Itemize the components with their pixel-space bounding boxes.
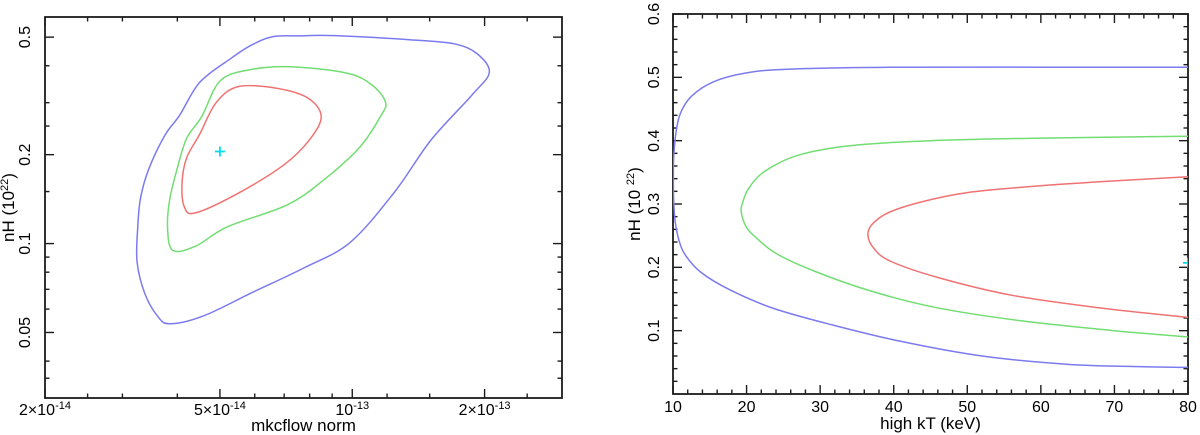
y-tick-label: 0.4 — [646, 129, 663, 151]
x-tick-label: 10 — [664, 399, 682, 416]
contour-lines — [135, 34, 491, 325]
plot-frame — [44, 16, 563, 399]
x-tick-label: 2×10-14 — [19, 400, 71, 419]
x-tick-label: 40 — [885, 399, 903, 416]
x-axis-label: high kT (keV) — [880, 414, 981, 433]
x-tick-label: 20 — [738, 399, 756, 416]
y-tick-label: 0.1 — [646, 319, 663, 341]
plot-frame — [672, 13, 1189, 395]
right-panel: 10 20 30 40 50 60 70 80 0.1 0.2 0.3 0.4 0.5 0.6 high k… — [625, 3, 1197, 433]
best-fit-marker — [214, 146, 225, 157]
y-axis-label: nH (10 22) — [625, 167, 644, 241]
y-tick-label: 0.2 — [646, 256, 663, 278]
y-tick-label: 0.05 — [17, 317, 34, 348]
x-tick-label: 80 — [1179, 399, 1197, 416]
outer-confidence-contour — [673, 66, 1188, 369]
y-tick-label: 0.6 — [646, 3, 663, 25]
middle-confidence-contour — [166, 65, 387, 253]
middle-confidence-contour — [740, 135, 1188, 338]
y-tick-label: 0.5 — [17, 26, 34, 48]
x-tick-label: 70 — [1106, 399, 1124, 416]
x-tick-label: 10-13 — [335, 400, 369, 419]
y-tick-label: 0.3 — [646, 193, 663, 215]
x-tick-label: 60 — [1032, 399, 1050, 416]
x-tick-label: 50 — [958, 399, 976, 416]
x-tick-label: 5×10-14 — [194, 400, 246, 419]
y-tick-label: 0.2 — [17, 143, 34, 165]
y-tick-label: 0.5 — [646, 66, 663, 88]
outer-confidence-contour — [135, 34, 491, 325]
contour-lines — [673, 66, 1188, 369]
inner-confidence-contour — [181, 84, 322, 215]
x-tick-label: 30 — [811, 399, 829, 416]
x-tick-label: 2×10-13 — [459, 400, 511, 419]
y-tick-label: 0.1 — [17, 232, 34, 254]
inner-confidence-contour — [867, 176, 1188, 319]
left-panel: 2×10-14 5×10-14 10-13 2×10-13 0.5 0.2 0.1 0.05 m… — [0, 16, 563, 435]
best-fit-marker — [1183, 257, 1188, 268]
x-axis-label: mkcflow norm — [251, 416, 356, 435]
y-axis-label: nH (1022) — [0, 173, 18, 242]
axis-ticks — [44, 17, 562, 398]
axis-ticks — [672, 13, 1189, 394]
